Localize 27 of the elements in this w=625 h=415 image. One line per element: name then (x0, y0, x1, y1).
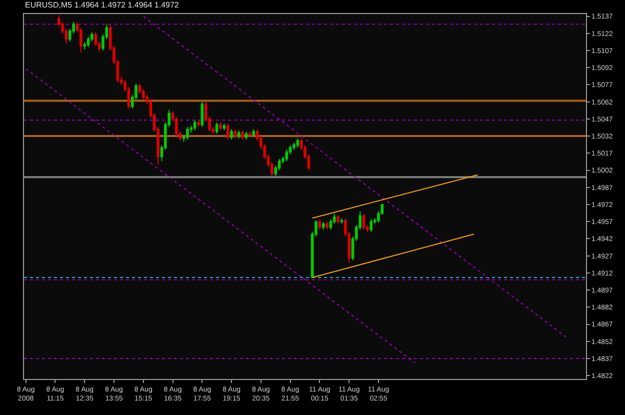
candlestick (252, 128, 255, 138)
candlestick (86, 36, 90, 48)
candlestick (244, 130, 248, 140)
candlestick (241, 130, 244, 140)
candlestick (226, 123, 230, 140)
chart-title: EURUSD,M5 1.4964 1.4972 1.4964 1.4972 (25, 0, 180, 10)
candlestick (230, 128, 233, 140)
candlestick (200, 101, 204, 128)
candlestick (322, 221, 325, 230)
candlestick (219, 122, 222, 131)
candlestick (318, 218, 322, 230)
candlestick (186, 126, 189, 140)
candlestick (215, 122, 218, 134)
candlestick (197, 120, 200, 128)
candlestick (326, 221, 328, 230)
candlestick (237, 130, 240, 139)
candlestick (292, 142, 296, 150)
candlestick (248, 130, 252, 138)
candlestick (234, 128, 237, 139)
candlestick (296, 138, 300, 148)
candlestick (285, 149, 288, 162)
candlestick (370, 218, 373, 232)
candlestick (222, 123, 226, 131)
candlestick (336, 214, 340, 224)
candlestick (362, 213, 366, 230)
candlestick (193, 120, 196, 131)
candlestick (340, 218, 344, 224)
